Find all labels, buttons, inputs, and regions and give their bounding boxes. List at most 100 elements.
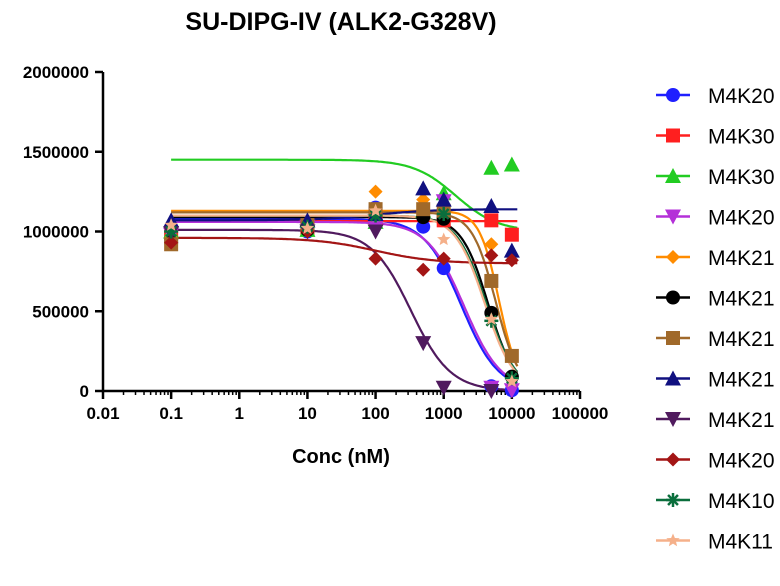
x-tick-label: 1000 [425,404,463,423]
data-point [436,206,451,221]
data-point [665,412,681,427]
data-point [484,237,499,252]
legend-label: M4K21 [708,288,775,311]
data-point [484,312,498,325]
data-point [483,197,500,213]
x-tick-label: 1 [235,404,244,423]
data-point [666,493,680,507]
data-point [666,88,680,102]
legend-item: M4K10 [656,490,775,513]
y-tick-label: 500000 [32,302,89,321]
legend-item: M4K21 [656,369,775,392]
legend-label: M4K21 [708,328,775,351]
data-point [503,242,520,258]
data-point [504,348,519,363]
data-point [484,273,499,288]
x-tick-label: 0.1 [159,404,183,423]
data-point [416,262,431,277]
legend-label: M4K11 [708,531,773,554]
legend-label: M4K30 [708,126,775,149]
data-point [416,202,431,217]
data-point [483,384,500,399]
legend-label: M4K30 [708,166,775,189]
data-point [415,180,432,196]
data-point [666,533,680,547]
asterisk-stroke [667,494,679,506]
legend-item: M4K20 [656,207,775,230]
data-point [367,224,384,240]
asterisk-stroke [437,208,450,220]
data-points [163,156,520,399]
data-point [368,203,383,217]
x-tick-label: 100 [361,404,389,423]
fit-curve [171,208,518,222]
legend-item: M4K21 [656,409,775,432]
data-point [666,331,680,345]
data-point [666,128,680,143]
legend-label: M4K20 [708,450,775,473]
data-point [300,221,315,234]
legend-item: M4K20 [656,85,775,108]
data-point [368,184,383,199]
fit-curve [171,228,518,392]
data-point [484,248,499,263]
fit-curve [171,216,519,374]
fit-curve [171,158,518,229]
y-tick-label: 2000000 [23,63,89,82]
y-tick-label: 0 [80,382,89,401]
legend-label: M4K10 [708,490,775,513]
legend-item: M4K30 [656,126,775,149]
fit-curve [171,211,519,367]
data-point [416,219,431,234]
data-point [666,452,680,467]
legend-item: M4K21 [656,328,775,351]
x-tick-label: 100000 [552,404,609,423]
fit-curve [171,209,519,367]
legend-item: M4K30 [656,166,775,189]
data-point [665,370,681,386]
asterisk-stroke [369,209,382,222]
data-point [368,251,383,266]
fit-curve [171,236,518,265]
y-tick-label: 1500000 [23,143,89,162]
data-point [435,191,452,207]
data-point [436,251,451,266]
data-point [504,227,519,242]
x-tick-label: 10000 [488,404,535,423]
data-point [505,374,519,388]
legend: M4K20 M4K30 M4K30 M4K20 M4K21 M4K21 M4K21 M4K21… [656,85,775,554]
x-tick-label: 0.01 [86,404,119,423]
fit-curve [171,220,518,383]
legend-item: M4K21 [656,247,775,270]
y-tick-label: 1000000 [23,223,89,242]
fit-curves [171,158,519,392]
chart-title: SU-DIPG-IV (ALK2-G328V) [185,8,496,36]
data-point [436,261,451,276]
data-point [437,232,451,246]
x-axis-label: Conc (nM) [292,446,390,468]
legend-item: M4K21 [656,288,775,311]
data-point [666,250,680,264]
data-point [503,156,520,172]
legend-label: M4K21 [708,247,775,270]
legend-item: M4K20 [656,450,775,473]
legend-item: M4K11 [656,531,773,554]
axes: 0 500000 1000000 1500000 2000000 0.01 0.1 1 10 10… [23,63,609,423]
x-tick-label: 10 [298,404,317,423]
data-point [415,336,432,352]
data-point [435,380,452,396]
data-point [665,209,681,225]
fit-curve [171,217,518,385]
data-point [504,253,519,268]
legend-label: M4K21 [708,369,775,392]
legend-label: M4K20 [708,207,775,230]
data-point [666,290,680,305]
data-point [665,168,681,183]
legend-label: M4K21 [708,409,775,432]
data-point [164,235,179,250]
data-point [483,159,500,175]
fit-curve [171,214,519,375]
data-point [164,218,178,231]
legend-label: M4K20 [708,85,775,108]
